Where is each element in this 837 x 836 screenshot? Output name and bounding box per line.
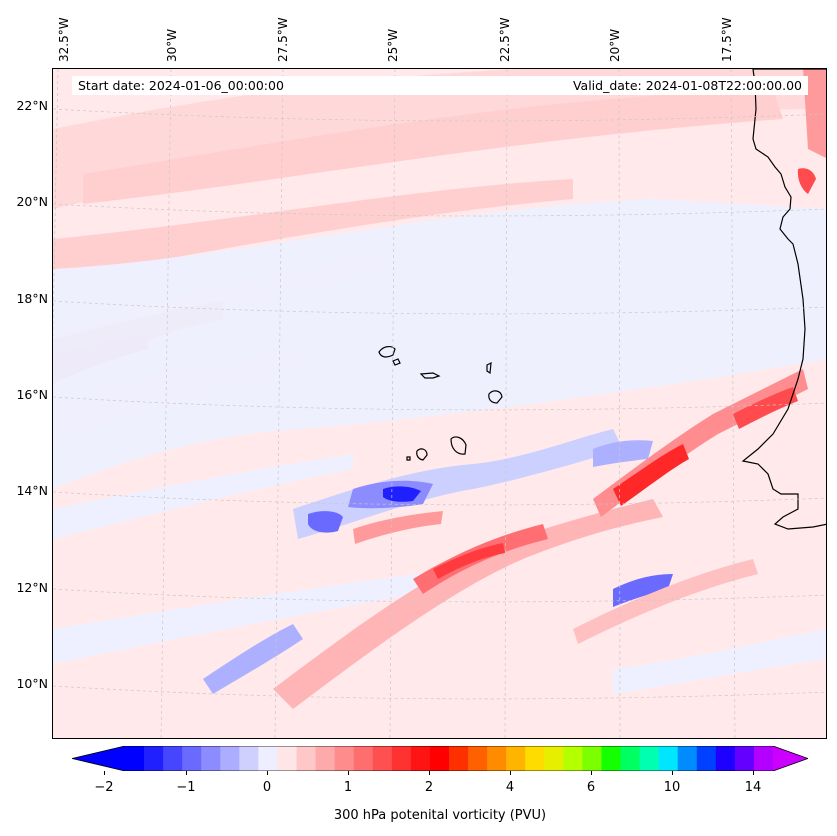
colorbar-segment [296,746,317,771]
cb-tick-mark [510,771,511,775]
lat-label: 14°N [16,483,48,498]
lat-label: 18°N [16,291,48,306]
cb-tick-mark [186,771,187,775]
cb-tick-label: 4 [505,780,515,795]
colorbar-segment [677,746,698,771]
valid-date-label: Valid_date: 2024-01-08T22:00:00.00 [540,76,808,95]
colorbar-segment [391,746,412,771]
colorbar-segment [525,746,545,771]
colorbar-segment [201,746,221,771]
graticule [53,69,826,738]
colorbar-segment [315,746,336,771]
lon-label: 22.5°W [498,17,512,62]
colorbar-segment [620,746,641,771]
colorbar-title: 300 hPa potenital vorticity (PVU) [333,808,547,823]
colorbar-segment [353,746,374,771]
lat-label: 12°N [16,580,48,595]
colorbar-segment [334,746,355,771]
colorbar-segment [239,746,260,771]
cb-tick-label: −2 [94,780,114,795]
lat-label: 20°N [16,194,48,209]
cb-tick-label: 6 [586,780,596,795]
lon-label: 27.5°W [276,17,290,62]
cape-verde-islands [378,346,503,461]
colorbar-segment [410,746,431,771]
colorbar-segment [715,746,736,771]
colorbar-segment [487,746,507,771]
lon-label: 25°W [386,28,400,62]
cb-tick-label: 0 [262,780,272,795]
colorbar-segment [658,746,679,771]
pv-negative-strong [203,429,673,694]
colorbar-segment [163,746,183,771]
cb-tick-label: −1 [176,780,196,795]
coastline [741,69,826,530]
colorbar-segment [563,746,584,771]
colorbar-segment [258,746,279,771]
pv-map [53,69,826,738]
colorbar-segment [429,746,450,771]
colorbar-segment [601,746,622,771]
colorbar-segment [277,746,298,771]
lon-label: 30°W [165,28,179,62]
colorbar-segment [506,746,526,771]
colorbar-segment [696,746,717,771]
cb-tick-mark [591,771,592,775]
colorbar-segment [753,746,774,771]
cb-tick-label: 1 [343,780,353,795]
lat-label: 22°N [16,98,48,113]
start-date-label: Start date: 2024-01-06_00:00:00 [72,76,542,95]
cb-tick-mark [348,771,349,775]
cb-tick-mark [429,771,430,775]
lat-label: 16°N [16,387,48,402]
lon-label: 20°W [608,28,622,62]
pv-positive-strong [273,69,826,709]
cb-tick-label: 14 [744,780,762,795]
lon-label: 17.5°W [720,17,734,62]
colorbar-segment [125,746,145,771]
colorbar-segment [372,746,393,771]
colorbar-segment [544,746,564,771]
colorbar-segment [468,746,488,771]
pv-negative-light [53,199,826,694]
cb-tick-mark [672,771,673,775]
cb-tick-label: 2 [424,780,434,795]
colorbar [72,746,808,771]
cb-tick-mark [104,771,105,775]
colorbar-segment [734,746,755,771]
colorbar-under-arrow [72,746,125,771]
cb-tick-mark [267,771,268,775]
lat-label: 10°N [16,676,48,691]
colorbar-segment [220,746,240,771]
colorbar-segment [449,746,469,771]
colorbar-segment [144,746,164,771]
colorbar-segment [182,746,202,771]
colorbar-over-arrow [773,746,808,771]
colorbar-segment [639,746,660,771]
map-panel[interactable] [52,68,827,739]
lon-label: 32.5°W [57,17,71,62]
cb-tick-mark [753,771,754,775]
colorbar-segment [582,746,603,771]
colorbar-segments [125,746,774,771]
cb-tick-label: 10 [663,780,681,795]
